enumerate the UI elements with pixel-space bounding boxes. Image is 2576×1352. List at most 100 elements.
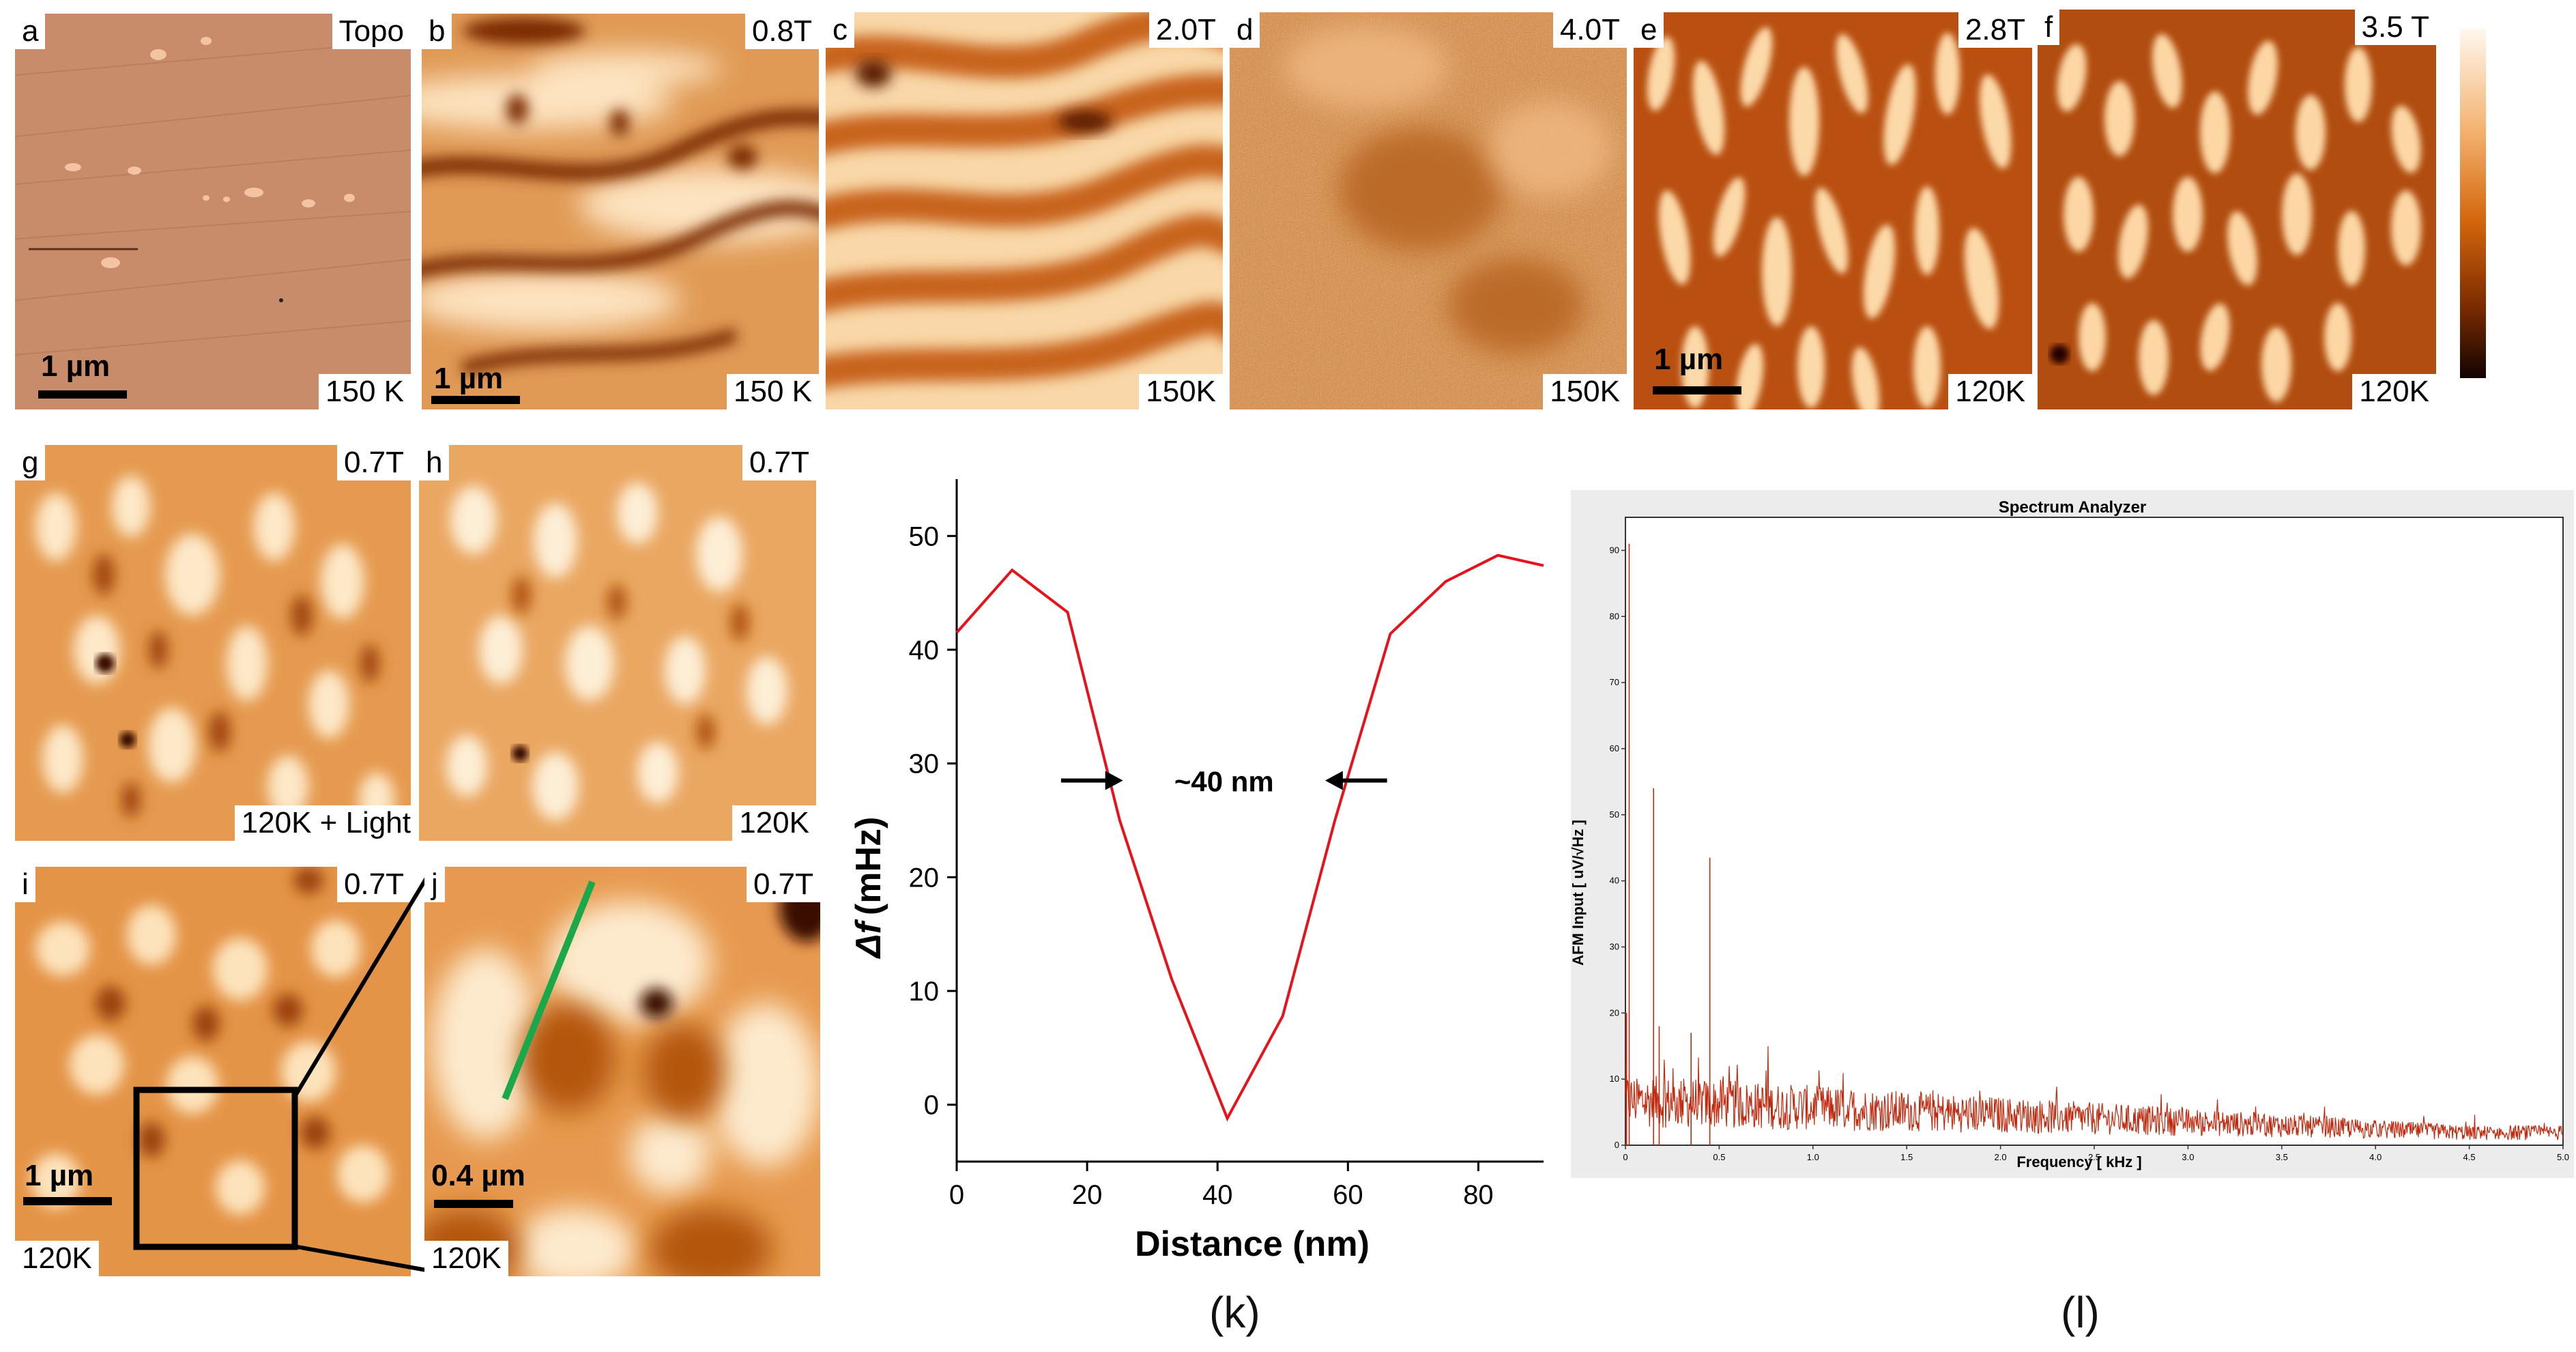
- chart-k-line-profile: 0 20 40 60 80 0 10 20 30 40 50 Distance (nm) Δf (mH…: [849, 479, 1544, 1264]
- y-axis-symbol: Δf: [849, 919, 888, 959]
- x-axis-label: Frequency [ kHz ]: [2016, 1153, 2141, 1170]
- scale-bar: [434, 1200, 513, 1208]
- y-tick-label: 80: [1610, 611, 1619, 621]
- mfm-image: [1230, 12, 1627, 409]
- y-tick-label: 30: [909, 749, 940, 779]
- x-tick-label: 0: [949, 1180, 964, 1210]
- x-tick-label: 1.5: [1900, 1152, 1913, 1162]
- scale-bar-label: 1 µm: [41, 349, 111, 383]
- x-tick-label: 3.0: [2182, 1152, 2194, 1162]
- x-tick-label: 2.5: [2088, 1152, 2100, 1162]
- spectrum-analyzer-window: Spectrum Analyzer 0 0.5 1.0 1.5 2.0 2.5 3.0 3.5…: [1571, 490, 2574, 1178]
- y-tick-label: 20: [1610, 1007, 1619, 1018]
- mfm-image: [2038, 10, 2436, 409]
- y-axis-unit: (mHz): [849, 817, 888, 915]
- profile-series: [955, 553, 1544, 1122]
- panel-field-label: 0.8T: [744, 14, 819, 49]
- scale-bar: [38, 390, 127, 399]
- panel-field-label: 4.0T: [1552, 12, 1627, 48]
- panel-temperature: 120K: [15, 1241, 99, 1276]
- x-tick-label: 40: [1202, 1180, 1233, 1210]
- panel-field-label: 0.7T: [336, 867, 411, 902]
- panel-temperature: 150K: [1139, 374, 1223, 409]
- panel-temperature: 120K: [732, 805, 816, 841]
- panel-c: c 2.0T 150K: [826, 12, 1223, 409]
- panel-field-label: 0.7T: [336, 445, 411, 480]
- y-axis-label: Δf (mHz): [849, 817, 888, 960]
- y-tick-label: 10: [1610, 1074, 1619, 1084]
- panel-field-label: Topo: [332, 14, 411, 49]
- scale-bar-label: 1 µm: [434, 362, 504, 395]
- panel-temperature: 150K: [1543, 374, 1627, 409]
- y-tick-label: 0: [924, 1091, 939, 1121]
- panel-letter: h: [419, 445, 450, 480]
- panel-letter: d: [1230, 12, 1260, 48]
- x-tick-label: 5.0: [2557, 1152, 2569, 1162]
- mfm-image: [826, 12, 1223, 409]
- panel-temperature: 120K + Light: [234, 805, 411, 841]
- panel-temperature: 120K: [1948, 374, 2032, 409]
- mfm-image: [422, 14, 819, 409]
- x-tick-label: 0.5: [1713, 1152, 1725, 1162]
- x-tick-label: 4.5: [2463, 1152, 2476, 1162]
- scale-bar: [23, 1197, 112, 1205]
- x-tick-label: 20: [1072, 1180, 1103, 1210]
- panel-field-label: 2.8T: [1958, 12, 2032, 48]
- panel-letter: a: [15, 14, 46, 49]
- panel-field-label: 0.7T: [742, 445, 816, 480]
- panel-field-label: 2.0T: [1148, 12, 1223, 48]
- panel-a: a Topo 150 K 1 µm: [15, 14, 411, 409]
- plot-area: [1625, 517, 2564, 1146]
- panel-letter: i: [15, 867, 35, 902]
- panel-field-label: 0.7T: [746, 867, 820, 902]
- x-axis-label: Distance (nm): [1135, 1224, 1370, 1264]
- scale-bar: [431, 396, 520, 404]
- x-tick-label: 4.0: [2369, 1152, 2382, 1162]
- panel-letter: c: [826, 12, 854, 48]
- caption-k: (k): [1209, 1288, 1260, 1337]
- panel-b: b 0.8T 150 K 1 µm: [422, 14, 819, 409]
- panel-temperature: 120K: [2352, 374, 2436, 409]
- topography-image: [15, 14, 411, 409]
- noise-trace: [1625, 1046, 2564, 1140]
- panel-field-label: 3.5 T: [2354, 10, 2436, 45]
- scale-bar-label: 0.4 µm: [431, 1159, 525, 1192]
- panel-temperature: 150 K: [319, 374, 411, 409]
- x-tick-label: 60: [1333, 1180, 1363, 1210]
- y-tick-label: 40: [909, 635, 940, 665]
- profile-line: [502, 880, 596, 1100]
- scale-bar-label: 1 µm: [25, 1159, 94, 1192]
- panel-letter: b: [422, 14, 452, 49]
- x-tick-label: 80: [1463, 1180, 1494, 1210]
- arrowhead-right: [1325, 771, 1343, 790]
- zoom-connector: [293, 871, 432, 1273]
- panel-i: i 0.7T 1 µm 120K: [15, 867, 411, 1276]
- mfm-image: [419, 445, 816, 841]
- y-tick-label: 10: [909, 977, 940, 1007]
- y-tick-label: 50: [909, 521, 940, 551]
- panel-g: g 0.7T 120K + Light: [15, 445, 411, 841]
- color-scale-bar: [2460, 29, 2486, 378]
- caption-l: (l): [2061, 1288, 2100, 1337]
- y-tick-label: 20: [909, 863, 940, 893]
- panel-letter: f: [2038, 10, 2060, 45]
- scale-bar: [1653, 386, 1741, 394]
- x-tick-label: 1.0: [1807, 1152, 1819, 1162]
- y-tick-label: 50: [1610, 809, 1619, 820]
- y-tick-label: 70: [1610, 677, 1619, 687]
- mfm-image: [1634, 12, 2032, 409]
- panel-j: j 0.7T 0.4 µm 120K: [424, 867, 820, 1276]
- mfm-image: [15, 445, 411, 841]
- y-tick-label: 60: [1610, 743, 1619, 753]
- scale-bar-label: 1 µm: [1654, 343, 1724, 376]
- y-tick-label: 30: [1610, 941, 1619, 951]
- x-tick-label: 2.0: [1995, 1152, 2007, 1162]
- y-tick-label: 90: [1610, 545, 1619, 555]
- panel-letter: e: [1634, 12, 1664, 48]
- y-axis-label: AFM Input [ uV/√Hz ]: [1571, 820, 1587, 966]
- panel-d: d 4.0T 150K: [1230, 12, 1627, 409]
- mfm-image: [424, 867, 820, 1276]
- y-tick-label: 0: [1615, 1140, 1619, 1150]
- panel-e: e 2.8T 120K 1 µm: [1634, 12, 2032, 409]
- arrowhead-left: [1105, 771, 1123, 790]
